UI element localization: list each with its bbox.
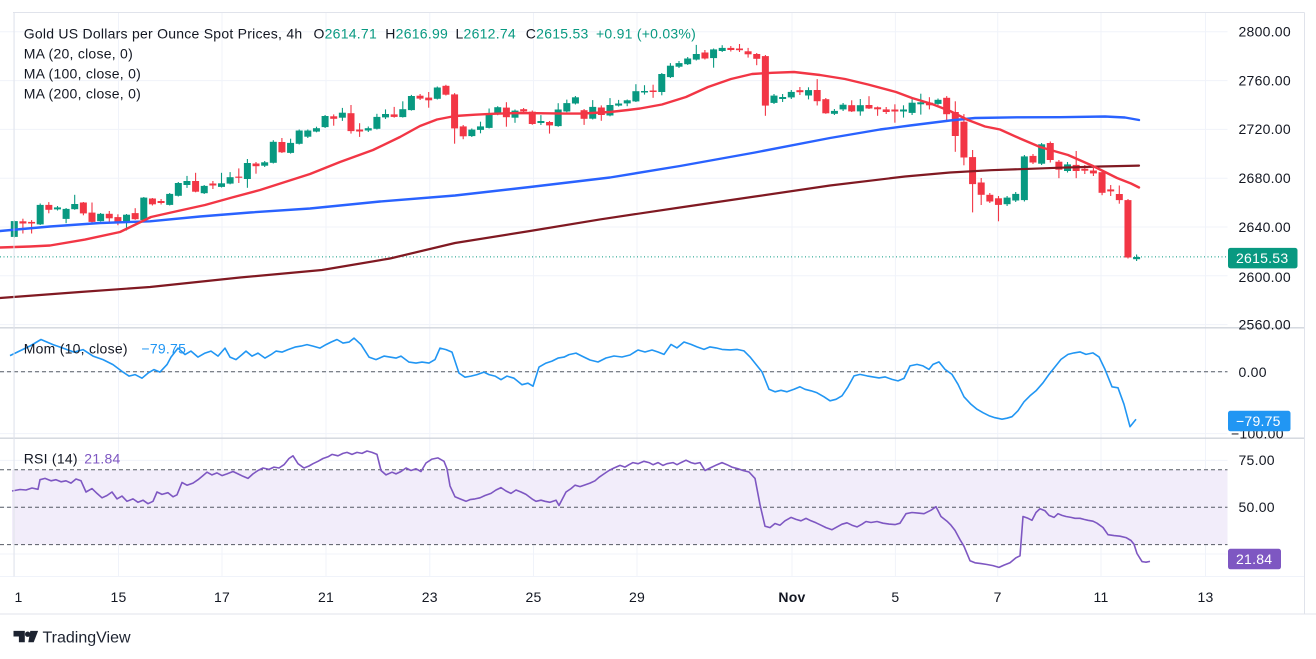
svg-text:29: 29: [629, 589, 645, 605]
svg-text:MA (100, close, 0): MA (100, close, 0): [24, 66, 141, 82]
svg-text:21: 21: [318, 589, 334, 605]
svg-text:21.84: 21.84: [84, 450, 120, 466]
svg-text:2800.00: 2800.00: [1239, 24, 1291, 40]
svg-text:Mom (10, close): Mom (10, close): [24, 340, 128, 356]
svg-text:0.00: 0.00: [1239, 364, 1267, 380]
svg-text:L2612.74: L2612.74: [456, 25, 516, 41]
svg-text:1: 1: [14, 589, 22, 605]
svg-text:2560.00: 2560.00: [1239, 316, 1291, 332]
svg-text:2600.00: 2600.00: [1239, 269, 1291, 285]
svg-text:75.00: 75.00: [1239, 452, 1275, 468]
svg-text:25: 25: [525, 589, 541, 605]
svg-text:H2616.99: H2616.99: [385, 25, 448, 41]
svg-text:TradingView: TradingView: [43, 630, 131, 647]
svg-text:11: 11: [1093, 589, 1108, 605]
svg-text:2615.53: 2615.53: [1236, 250, 1288, 266]
svg-text:15: 15: [110, 589, 126, 605]
svg-text:7: 7: [994, 589, 1002, 605]
svg-text:−79.75: −79.75: [1236, 413, 1281, 429]
svg-text:Nov: Nov: [778, 589, 805, 605]
svg-text:2720.00: 2720.00: [1239, 121, 1291, 137]
svg-text:+0.91 (+0.03%): +0.91 (+0.03%): [596, 25, 696, 41]
svg-text:RSI (14): RSI (14): [24, 450, 78, 466]
svg-text:MA (20, close, 0): MA (20, close, 0): [24, 46, 133, 62]
svg-text:2640.00: 2640.00: [1239, 219, 1291, 235]
svg-text:MA (200, close, 0): MA (200, close, 0): [24, 86, 141, 102]
svg-text:5: 5: [891, 589, 899, 605]
svg-text:2760.00: 2760.00: [1239, 72, 1291, 88]
svg-text:O2614.71: O2614.71: [314, 25, 378, 41]
svg-text:21.84: 21.84: [1236, 551, 1272, 567]
svg-text:13: 13: [1197, 589, 1213, 605]
svg-text:17: 17: [214, 589, 230, 605]
svg-text:23: 23: [422, 589, 438, 605]
svg-text:2680.00: 2680.00: [1239, 170, 1291, 186]
svg-text:50.00: 50.00: [1239, 499, 1275, 515]
svg-text:C2615.53: C2615.53: [526, 25, 589, 41]
svg-text:−79.75: −79.75: [141, 340, 186, 356]
svg-text:Gold US Dollars per Ounce Spot: Gold US Dollars per Ounce Spot Prices, 4…: [24, 25, 303, 41]
